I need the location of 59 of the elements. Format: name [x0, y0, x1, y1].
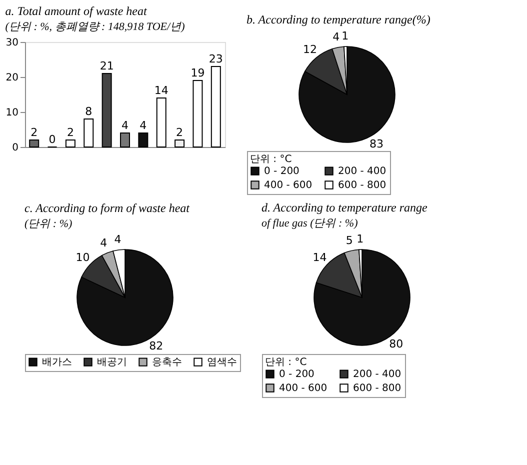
data-label: 2	[66, 126, 74, 139]
data-label: 23	[208, 52, 223, 66]
data-label: 82	[149, 339, 164, 352]
data-label: 0	[48, 133, 56, 146]
data-label: 21	[100, 60, 114, 72]
pie-slice	[314, 249, 410, 346]
legend-label: 200 - 400	[353, 369, 402, 380]
data-label: 1	[342, 30, 349, 43]
legend-label: 400 - 600	[264, 180, 312, 191]
legend-label: 0 - 200	[264, 166, 300, 178]
data-label: 2	[176, 126, 184, 139]
legend-label: 응축수	[152, 357, 182, 368]
bar	[102, 73, 112, 148]
chart-subtitle: (단위 : %, 총폐열량 : 148,918 TOE/년)	[5, 21, 186, 33]
data-label: 4	[122, 119, 128, 132]
legend-title: 단위 : °C	[265, 357, 307, 368]
data-label: 4	[140, 119, 147, 132]
y-tick-label: 20	[6, 72, 18, 84]
data-label: 8	[85, 105, 92, 118]
y-tick-label: 10	[6, 108, 18, 118]
data-label: 83	[370, 137, 384, 150]
chart-title: b. According to temperature range(%)	[246, 12, 430, 27]
data-label: 14	[312, 250, 327, 264]
legend-label: 600 - 800	[353, 383, 402, 394]
y-tick-label: 0	[12, 142, 18, 154]
bar	[65, 140, 76, 148]
bar	[192, 80, 203, 148]
data-label: 4	[332, 30, 340, 44]
legend-label: 0 - 200	[279, 369, 314, 380]
bar	[29, 140, 40, 148]
chart-title: d. According to temperature range	[262, 200, 428, 215]
data-label: 80	[389, 337, 404, 350]
legend-label: 염색수	[207, 357, 237, 368]
data-label: 5	[346, 234, 353, 247]
legend-label: 400 - 600	[279, 383, 328, 394]
data-label: 1	[356, 232, 364, 246]
legend-label: 600 - 800	[338, 180, 386, 191]
chart-subtitle: (단위 : %)	[24, 218, 72, 230]
legend-label: 200 - 400	[338, 166, 386, 178]
bar	[156, 98, 166, 148]
bar	[210, 66, 221, 148]
data-label: 12	[303, 42, 318, 56]
bar	[120, 132, 130, 148]
legend-label: 배공기	[97, 357, 127, 368]
chart-subtitle: of flue gas (단위 : %)	[262, 218, 358, 230]
bar	[174, 140, 185, 148]
legend-label: 배가스	[42, 357, 72, 368]
bar	[84, 118, 94, 148]
bar	[138, 132, 148, 148]
data-label: 19	[190, 66, 205, 80]
chart-title: c. According to form of waste heat	[24, 200, 190, 215]
data-label: 4	[114, 232, 122, 246]
data-label: 14	[154, 84, 168, 97]
data-label: 10	[76, 250, 90, 264]
legend-title: 단위 : °C	[250, 154, 292, 165]
data-label: 2	[30, 126, 38, 139]
y-tick-label: 30	[6, 38, 18, 48]
data-label: 4	[100, 236, 108, 250]
chart-title: a. Total amount of waste heat	[5, 4, 148, 18]
